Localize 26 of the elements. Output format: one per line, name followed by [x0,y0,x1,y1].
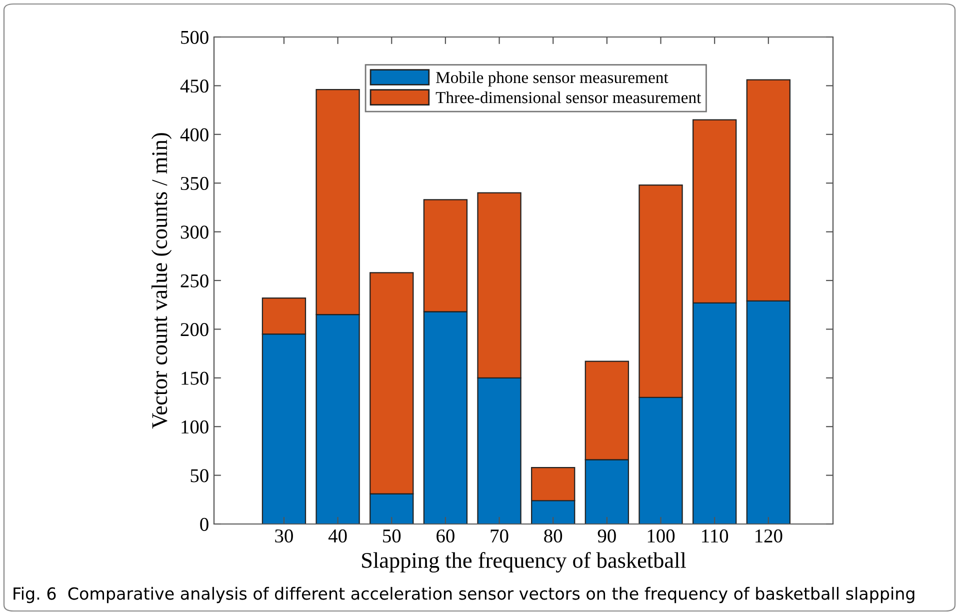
x-tick-label: 70 [490,529,508,543]
legend-label: Three-dimensional sensor measurement [436,91,702,104]
y-tick-label: 100 [182,420,208,434]
legend-label: Mobile phone sensor measurement [436,71,668,87]
y-tick-label: 0 [200,518,208,531]
y-tick-label: 50 [190,469,208,482]
x-tick-label: 60 [436,529,454,543]
x-tick-label: 50 [383,529,401,543]
y-tick-label: 500 [181,30,208,44]
caption: Fig. 6 Comparative analysis of different acceleration sensor vectors on the frequency of basketball slapping [14,586,914,604]
y-tick-label: 350 [180,176,208,190]
y-tick-label: 300 [180,226,208,239]
y-tick-label: 200 [180,323,208,336]
x-tick-label: 30 [275,529,293,543]
y-axis-title: Vector count value (counts / min) [151,133,172,429]
x-tick-label: 80 [544,529,562,543]
x-tick-label: 120 [756,529,782,543]
x-tick-label: 40 [328,529,347,543]
y-tick-label: 400 [180,128,208,142]
x-axis-title: Slapping the frequency of basketball [362,552,686,572]
x-tick-label: 100 [648,529,675,543]
y-tick-label: 150 [182,372,208,385]
x-tick-label: 110 [702,529,728,543]
y-tick-label: 250 [180,274,208,288]
x-tick-label: 90 [598,529,616,543]
y-tick-label: 450 [180,80,208,93]
